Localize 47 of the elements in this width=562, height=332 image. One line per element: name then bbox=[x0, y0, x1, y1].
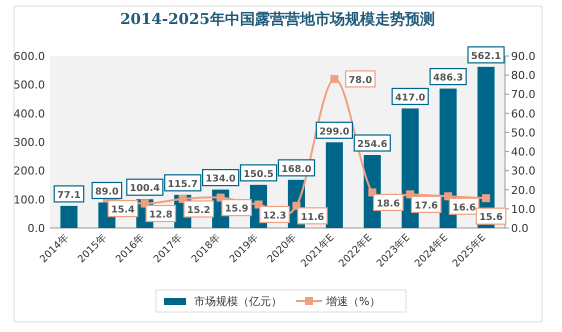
data-label: 254.6 bbox=[357, 139, 388, 150]
bar bbox=[60, 206, 78, 228]
data-label: 16.6 bbox=[452, 202, 476, 214]
legend-label: 市场规模（亿元） bbox=[194, 295, 282, 308]
data-label: 89.0 bbox=[95, 186, 119, 198]
data-label: 150.5 bbox=[244, 168, 274, 180]
y-tick-label: 200.0 bbox=[14, 164, 45, 178]
y2-tick-label: 80.0 bbox=[511, 69, 536, 82]
data-label: 11.6 bbox=[300, 212, 325, 223]
y-tick-label: 500.0 bbox=[14, 78, 45, 92]
y-tick-label: 600.0 bbox=[14, 50, 45, 63]
data-label: 17.6 bbox=[414, 200, 438, 212]
point bbox=[482, 194, 490, 202]
data-label: 299.0 bbox=[319, 126, 350, 138]
y2-tick-label: 60.0 bbox=[511, 107, 536, 120]
data-label: 134.0 bbox=[206, 174, 236, 185]
data-label: 12.3 bbox=[262, 210, 286, 222]
y2-tick-label: 10.0 bbox=[511, 202, 536, 216]
data-label: 15.2 bbox=[186, 204, 210, 216]
y2-tick-label: 20.0 bbox=[511, 184, 536, 197]
data-label: 417.0 bbox=[395, 92, 426, 104]
data-label: 168.0 bbox=[281, 164, 312, 175]
point bbox=[330, 74, 338, 83]
y2-tick-label: 0.0 bbox=[511, 222, 528, 235]
y-tick-label: 300.0 bbox=[14, 136, 45, 149]
data-label: 15.4 bbox=[111, 204, 135, 216]
data-label: 562.1 bbox=[471, 50, 502, 62]
data-label: 12.8 bbox=[149, 210, 173, 221]
y2-tick-label: 30.0 bbox=[511, 164, 536, 178]
data-label: 18.6 bbox=[376, 198, 400, 210]
y2-tick-label: 70.0 bbox=[511, 88, 536, 102]
data-label: 78.0 bbox=[348, 74, 372, 86]
data-label: 100.4 bbox=[130, 183, 160, 194]
y2-tick-label: 40.0 bbox=[511, 146, 536, 159]
y2-tick-label: 50.0 bbox=[511, 126, 536, 140]
data-label: 77.1 bbox=[57, 190, 81, 201]
data-label: 15.9 bbox=[224, 204, 248, 215]
legend-label: 增速（%） bbox=[325, 295, 380, 308]
data-label: 486.3 bbox=[433, 72, 464, 84]
y-tick-label: 0.0 bbox=[28, 222, 45, 235]
y-tick-label: 400.0 bbox=[14, 107, 45, 120]
data-label: 15.6 bbox=[479, 212, 504, 224]
chart-title: 2014-2025年中国露营营地市场规模走势预测 bbox=[120, 10, 435, 28]
y2-tick-label: 90.0 bbox=[511, 50, 536, 63]
bar bbox=[326, 142, 343, 228]
y-tick-label: 100.0 bbox=[14, 193, 45, 206]
data-label: 115.7 bbox=[168, 178, 198, 190]
